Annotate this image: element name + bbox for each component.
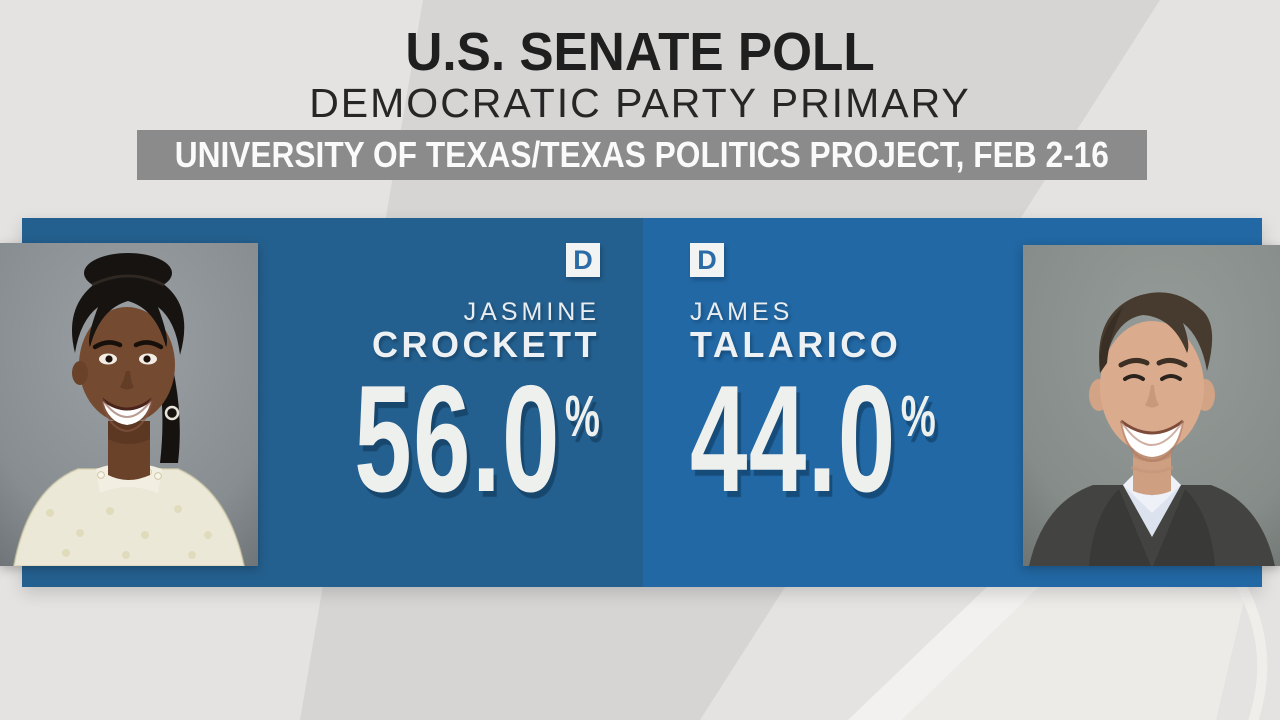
percent-sign: %: [900, 384, 936, 449]
percent-sign: %: [564, 384, 600, 449]
talarico-headshot-illustration: [1023, 245, 1280, 566]
crockett-photo: [0, 243, 258, 566]
candidate-column-crockett: D JASMINE CROCKETT 56.0 %: [180, 243, 600, 543]
candidate-first-name: JASMINE: [463, 298, 600, 326]
candidate-percentage: 44.0 %: [690, 363, 976, 515]
page-title: U.S. SENATE POLL: [405, 22, 875, 82]
talarico-photo: [1023, 245, 1280, 566]
candidate-last-name: TALARICO: [690, 324, 902, 365]
source-banner: UNIVERSITY OF TEXAS/TEXAS POLITICS PROJE…: [137, 130, 1147, 180]
party-badge-talarico: D: [690, 243, 724, 277]
candidate-first-name: JAMES: [690, 298, 794, 326]
party-badge-letter: D: [573, 244, 593, 275]
party-badge-letter: D: [697, 244, 717, 275]
source-banner-text: UNIVERSITY OF TEXAS/TEXAS POLITICS PROJE…: [174, 134, 1110, 175]
percentage-value: 44.0: [690, 354, 897, 524]
candidate-column-talarico: D JAMES TALARICO 44.0 %: [690, 243, 1110, 543]
candidate-percentage: 56.0 %: [314, 363, 600, 515]
candidate-last-name: CROCKETT: [372, 324, 600, 365]
crockett-headshot-illustration: [0, 243, 258, 566]
page-subtitle: DEMOCRATIC PARTY PRIMARY: [309, 80, 971, 126]
percentage-value: 56.0: [354, 354, 561, 524]
party-badge-crockett: D: [566, 243, 600, 277]
